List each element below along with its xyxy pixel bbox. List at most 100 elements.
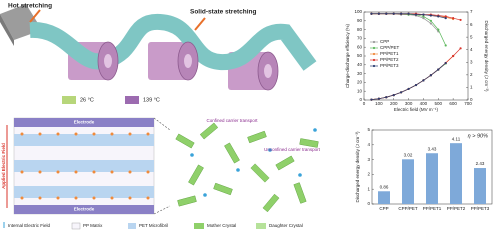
y2-tick-label: 6 (470, 22, 473, 27)
x-axis-label: Electric field (MV m⁻¹) (394, 107, 439, 112)
schematic: Electrode Electrode Applied Electric Fie… (1, 117, 321, 230)
y-tick-label: 3 (367, 157, 370, 162)
bar (378, 191, 390, 204)
label: Hot stretching (8, 3, 52, 10)
roller-cores (104, 54, 272, 78)
y-tick-label: 40 (357, 62, 363, 67)
y-tick-label: 90 (357, 18, 363, 23)
x-tick-label: 100 (375, 101, 383, 106)
y-tick-label: 1 (367, 186, 370, 191)
legend-label: PET Microfibril (139, 223, 168, 228)
x-tick-label: 400 (420, 101, 428, 106)
y-tick-label: 0 (367, 201, 370, 206)
x-tick-label: PP/PET3 (471, 206, 490, 211)
y2-tick-label: 2 (470, 72, 473, 77)
legend-label: PP/PET1 (380, 51, 399, 56)
x-tick-label: 0 (363, 101, 366, 106)
series-line (371, 62, 446, 100)
y2-tick-label: 4 (470, 47, 473, 52)
y-tick-label: 70 (357, 36, 363, 41)
bar (474, 168, 486, 204)
legend-marker (372, 46, 376, 50)
legend-label: CPP (380, 39, 389, 44)
legend-swatch (71, 222, 81, 230)
legend-label: Daughter Crystal (269, 223, 303, 228)
film (29, 14, 317, 71)
x-tick-label: 300 (405, 101, 413, 106)
y-tick-label: 50 (357, 53, 363, 58)
field-label: Applied Electric Field (1, 143, 6, 189)
y-tick-label: 60 (357, 44, 363, 49)
y-tick-label: 80 (357, 27, 363, 32)
annotation: Unconfined carrier transport (264, 147, 321, 152)
crystals (175, 122, 319, 213)
x-tick-label: CPP (379, 206, 388, 211)
zoom-lines (153, 117, 171, 215)
y2-axis-label: Discharged energy density (J cm⁻³) (484, 21, 489, 92)
carriers (190, 128, 317, 197)
x-tick-label: 500 (435, 101, 443, 106)
series-line (371, 69, 439, 100)
arrow (194, 17, 206, 31)
charges (20, 132, 150, 200)
legend-marker (372, 58, 376, 62)
series-line (371, 13, 439, 32)
y-tick-label: 30 (357, 71, 363, 76)
value-label: 2.43 (476, 161, 485, 166)
series-line (371, 63, 446, 100)
y-tick-label: 10 (357, 88, 363, 93)
electrode-label: Electrode (74, 120, 95, 125)
y-tick-label: 4 (367, 142, 370, 147)
electrode (14, 118, 154, 127)
y-axis-label: Discharged energy density (J cm⁻³) (355, 131, 360, 202)
y-tick-label: 20 (357, 80, 363, 85)
legend-label: 26 °C (80, 97, 94, 103)
bar (426, 153, 438, 204)
machine-side (0, 14, 14, 46)
series-line (371, 13, 446, 19)
x-tick-label: 200 (390, 101, 398, 106)
legend-label: PP/PET3 (380, 63, 399, 68)
value-label: 4.11 (452, 136, 461, 141)
annotation: Confined carrier transport (206, 118, 258, 123)
x-tick-label: CPP/PET (398, 206, 418, 211)
y2-tick-label: 7 (470, 9, 473, 14)
legend-label: 139 °C (143, 97, 160, 103)
value-label: 0.86 (380, 184, 389, 189)
annotation: η > 90% (468, 133, 488, 139)
arrow (29, 9, 41, 23)
legend-label: CPP/PET (380, 45, 400, 50)
y-tick-label: 0 (359, 97, 362, 102)
y-tick-label: 100 (354, 9, 362, 14)
legend-marker (372, 52, 376, 56)
y-tick-label: 2 (367, 172, 370, 177)
value-label: 3.43 (428, 146, 437, 151)
legend-swatch (128, 223, 136, 229)
legend-swatch (194, 223, 204, 229)
bar (402, 159, 414, 204)
value-label: 3.02 (404, 152, 413, 157)
legend-label: Internal Electric Field (8, 223, 51, 228)
legend-swatch (256, 223, 266, 229)
x-tick-label: 700 (464, 101, 472, 106)
y2-tick-label: 5 (470, 34, 473, 39)
legend-label: PP Matrix (83, 223, 103, 228)
microfibrils (14, 134, 154, 198)
x-tick-label: PP/PET1 (423, 206, 442, 211)
x-tick-label: 600 (449, 101, 457, 106)
y2-tick-label: 3 (470, 59, 473, 64)
legend-label: Mother Crystal (207, 223, 236, 228)
legend-swatch (62, 96, 76, 104)
y-axis-label: Charge-discharge efficiency (%) (345, 24, 350, 88)
y2-tick-label: 0 (470, 97, 473, 102)
legend-marker (372, 40, 376, 44)
legend-swatch (125, 96, 139, 104)
x-tick-label: PP/PET2 (447, 206, 466, 211)
y2-tick-label: 1 (470, 85, 473, 90)
y-tick-label: 5 (367, 127, 370, 132)
electrode (14, 205, 154, 214)
bar (450, 143, 462, 204)
electrode-label: Electrode (74, 207, 95, 212)
